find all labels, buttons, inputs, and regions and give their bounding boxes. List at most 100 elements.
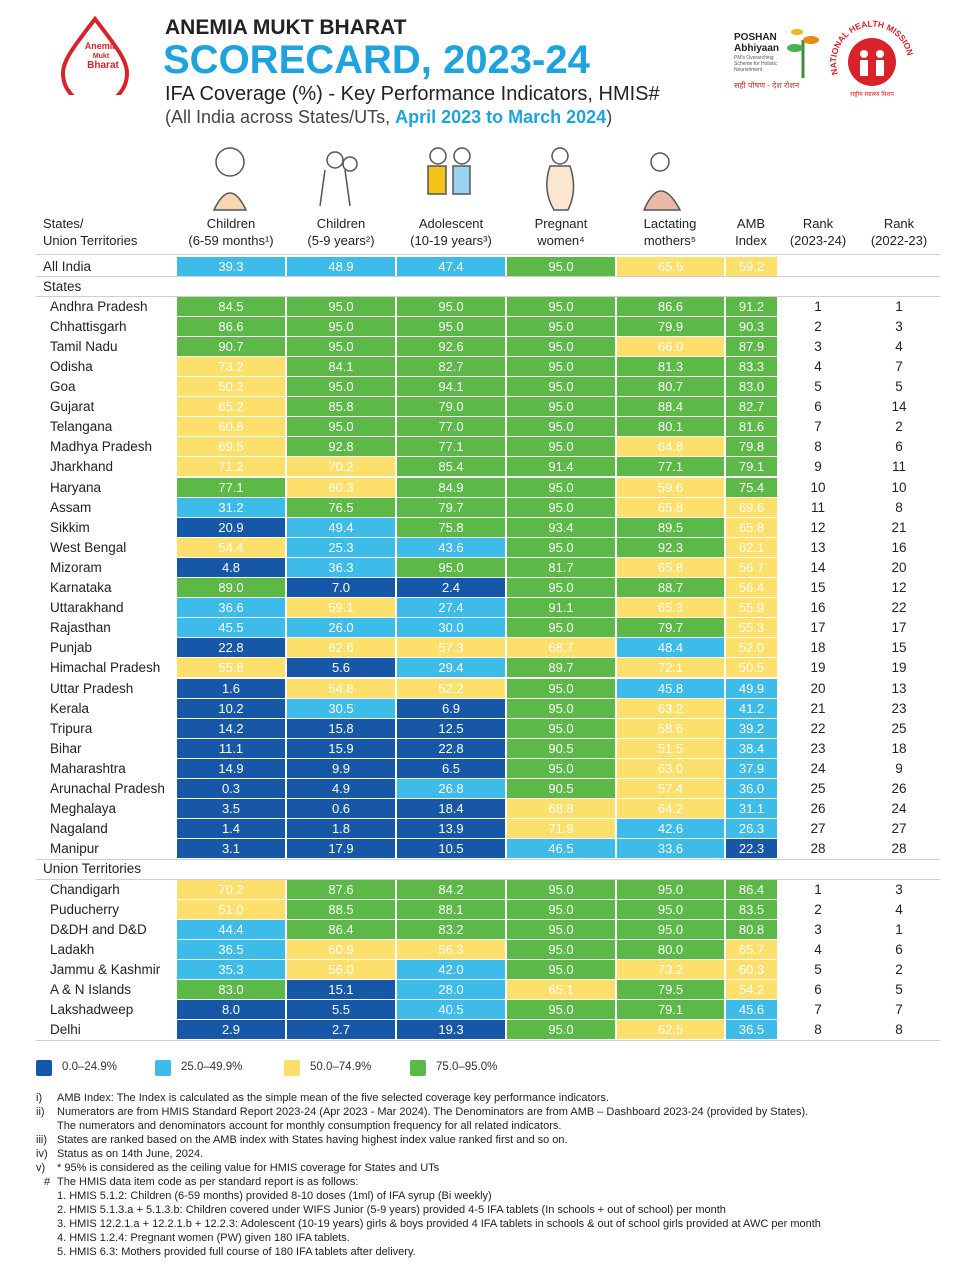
- rank: 8: [814, 439, 822, 455]
- score-cell: 25.3: [287, 537, 395, 557]
- row-name: Uttar Pradesh: [50, 680, 134, 696]
- score-cell: 60.3: [726, 959, 777, 979]
- column-header: Children: [316, 216, 366, 231]
- score-cell: 57.4: [617, 779, 724, 798]
- score-cell: 70.2: [287, 457, 395, 477]
- score-cell: 90.7: [177, 336, 285, 356]
- score-cell: 69.5: [177, 437, 285, 457]
- note-text: The HMIS data item code as per standard …: [57, 1176, 359, 1188]
- score-cell: 95.0: [287, 296, 395, 316]
- logo-text: Bharat: [87, 60, 119, 71]
- rank: 27: [810, 821, 826, 837]
- score-cell: 95.0: [507, 678, 615, 698]
- score-cell: 65.1: [507, 980, 615, 999]
- rank: 5: [814, 961, 822, 977]
- score-cell: 48.9: [287, 256, 395, 276]
- score-cell: 54.2: [726, 980, 777, 999]
- row-name: Arunachal Pradesh: [50, 781, 165, 796]
- rank: 14: [810, 559, 826, 575]
- column-header: (10-19 years³): [410, 233, 492, 248]
- score-cell: 5.5: [287, 1000, 395, 1020]
- subtitle: IFA Coverage (%) - Key Performance Indic…: [165, 83, 660, 105]
- score-cell: 95.0: [507, 316, 615, 336]
- score-cell: 90.5: [507, 738, 615, 758]
- rank: 1: [895, 298, 903, 314]
- score-cell: 72.1: [617, 658, 724, 678]
- rank: 3: [814, 338, 822, 354]
- score-cell: 15.9: [287, 738, 395, 758]
- note-text: Status as on 14th June, 2024.: [57, 1148, 204, 1160]
- score-cell: 95.0: [507, 578, 615, 597]
- rank: 9: [814, 459, 822, 475]
- score-cell: 58.6: [617, 718, 724, 738]
- row-name: Punjab: [50, 640, 93, 656]
- rank: 25: [891, 720, 907, 736]
- row-name: Kerala: [50, 700, 90, 716]
- rank: 8: [895, 499, 903, 515]
- rank: 28: [810, 841, 826, 857]
- rank: 8: [895, 1022, 903, 1038]
- row-name: Tripura: [50, 720, 93, 736]
- score-cell: 79.5: [617, 980, 724, 999]
- score-cell: 95.0: [507, 919, 615, 939]
- rank: 19: [891, 660, 907, 676]
- divider: [36, 254, 940, 255]
- score-cell: 22.3: [726, 839, 777, 859]
- score-cell: 80.8: [726, 919, 777, 939]
- score-cell: 55.8: [177, 658, 285, 678]
- note-text: The numerators and denominators account …: [57, 1120, 562, 1132]
- score-cell: 79.9: [617, 316, 724, 336]
- score-cell: 43.6: [397, 537, 505, 557]
- rank: 28: [891, 841, 907, 857]
- row-name: Madhya Pradesh: [50, 439, 153, 455]
- score-cell: 81.6: [726, 417, 777, 437]
- score-cell: 95.0: [397, 296, 505, 316]
- rank: 14: [891, 399, 907, 415]
- row-name: A & N Islands: [50, 982, 132, 997]
- score-cell: 55.3: [726, 618, 777, 638]
- column-header: (2022-23): [870, 233, 928, 248]
- rank: 19: [810, 660, 826, 676]
- tag-line: Nourishment: [734, 67, 763, 73]
- row-name: Ladakh: [50, 941, 95, 957]
- logo-text: Mukt: [93, 53, 110, 60]
- section-title: States: [43, 278, 82, 294]
- score-cell: 0.6: [287, 799, 395, 819]
- score-cell: 81.3: [617, 356, 724, 376]
- poshan-name: POSHAN: [734, 32, 777, 43]
- score-cell: 95.0: [507, 698, 615, 718]
- poshan-tag: PM's Overarching Scheme for Holistic Nouri…: [734, 55, 777, 73]
- score-cell: 73.2: [617, 959, 724, 979]
- score-cell: 95.0: [507, 497, 615, 517]
- row-name: Delhi: [50, 1022, 81, 1038]
- row-name: Lakshadweep: [50, 1002, 134, 1018]
- score-cell: 60.3: [287, 477, 395, 497]
- score-cell: 51.5: [617, 738, 724, 758]
- score-cell: 63.2: [617, 698, 724, 718]
- score-cell: 87.6: [287, 879, 395, 899]
- score-cell: 59.6: [617, 477, 724, 497]
- score-cell: 84.5: [177, 296, 285, 316]
- rank: 13: [891, 680, 907, 696]
- score-cell: 48.4: [617, 638, 724, 658]
- row-name: West Bengal: [50, 539, 127, 555]
- poshan-logo: [787, 29, 819, 78]
- score-cell: 12.5: [397, 718, 505, 738]
- score-cell: 36.3: [287, 557, 395, 577]
- score-cell: 81.7: [507, 557, 615, 577]
- score-cell: 26.0: [287, 618, 395, 638]
- score-cell: 86.6: [617, 296, 724, 316]
- score-cell: 77.1: [177, 477, 285, 497]
- score-cell: 45.8: [617, 678, 724, 698]
- scope-text: (All India across States/UTs,: [165, 107, 396, 127]
- score-cell: 62.1: [726, 537, 777, 557]
- score-cell: 83.3: [726, 356, 777, 376]
- score-cell: 79.7: [617, 618, 724, 638]
- score-cell: 27.4: [397, 598, 505, 618]
- column-header: (2023-24): [789, 233, 847, 248]
- score-cell: 95.0: [507, 618, 615, 638]
- scope-period: April 2023 to March 2024: [395, 107, 607, 127]
- score-cell: 95.0: [617, 919, 724, 939]
- score-cell: 95.0: [507, 296, 615, 316]
- score-cell: 83.0: [726, 377, 777, 396]
